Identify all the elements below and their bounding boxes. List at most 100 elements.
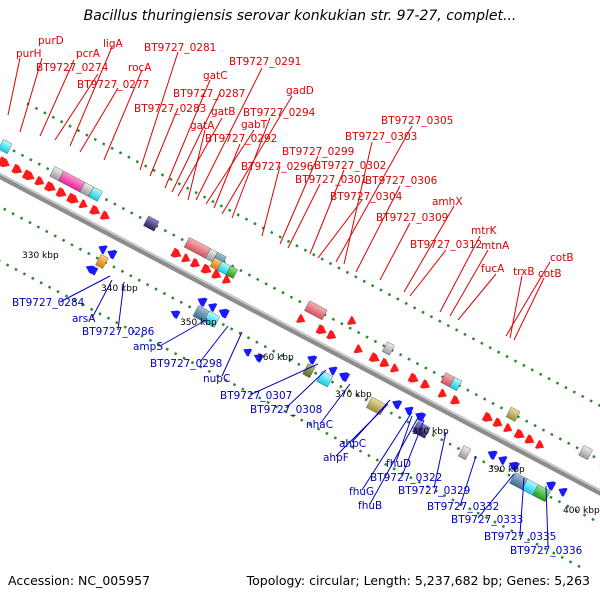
gene-label: BT9727_0335 xyxy=(484,531,556,543)
gene-label: ligA xyxy=(103,38,123,50)
forward-gene-arrow xyxy=(347,315,357,325)
tick-mark xyxy=(518,533,522,538)
tick-mark xyxy=(442,493,447,498)
tick-mark xyxy=(43,111,47,115)
tick-mark xyxy=(328,261,333,266)
tick-mark xyxy=(490,464,494,468)
tick-mark xyxy=(270,230,274,235)
tick-mark xyxy=(482,460,486,464)
tick-mark xyxy=(488,346,492,350)
tick-mark xyxy=(152,168,156,173)
tick-mark xyxy=(375,458,380,462)
tick-mark xyxy=(456,446,461,451)
tick-mark xyxy=(232,383,237,387)
tick-mark xyxy=(474,392,478,397)
tick-mark xyxy=(358,449,363,453)
tick-mark xyxy=(263,344,267,349)
forward-gene-box xyxy=(88,186,103,202)
forward-gene-arrow xyxy=(326,329,337,340)
tick-mark xyxy=(160,173,165,177)
scale-label: 380 kbp xyxy=(412,427,449,437)
tick-mark xyxy=(496,350,501,354)
gene-label: pcrA xyxy=(76,48,101,60)
tick-mark xyxy=(434,489,438,493)
tick-mark xyxy=(356,330,361,335)
tick-mark xyxy=(130,211,134,215)
gene-label: cotB xyxy=(550,252,574,264)
tick-mark xyxy=(56,289,60,294)
tick-mark xyxy=(550,432,554,437)
tick-mark xyxy=(295,244,299,248)
reverse-gene-arrow xyxy=(328,366,338,376)
tick-mark xyxy=(286,239,291,244)
gene-label: rocA xyxy=(128,62,152,74)
forward-label-leaders xyxy=(7,46,551,341)
tick-mark xyxy=(320,257,324,261)
reverse-gene-arrow xyxy=(392,400,403,410)
gene-label: gatA xyxy=(190,120,215,132)
tick-mark xyxy=(476,511,480,515)
forward-gene-arrow xyxy=(221,274,231,284)
tick-mark xyxy=(14,267,18,272)
gene-label: amhX xyxy=(432,196,463,208)
gene-label: fhuG xyxy=(349,486,374,498)
tick-mark xyxy=(148,338,153,343)
tick-mark xyxy=(98,312,102,316)
tick-mark xyxy=(333,436,338,440)
forward-gene-arrow xyxy=(450,395,461,405)
reverse-gene-arrow xyxy=(197,297,208,307)
scale-labels: 330 kbp 340 kbp 350 kbp 360 kbp 370 kbp … xyxy=(22,251,600,516)
tick-mark xyxy=(424,366,428,370)
tick-mark xyxy=(350,445,354,449)
forward-gene-arrow xyxy=(181,253,191,263)
tick-mark xyxy=(229,327,234,331)
tick-mark xyxy=(129,274,133,278)
gene-label: BT9727_0298 xyxy=(150,358,222,370)
tick-mark xyxy=(118,151,123,155)
tick-mark xyxy=(365,335,369,339)
tick-mark xyxy=(367,453,371,458)
reverse-gene-arrow xyxy=(253,354,264,363)
tick-mark xyxy=(406,420,410,424)
forward-gene-arrow xyxy=(211,269,222,279)
gene-label: BT9727_0301 xyxy=(295,174,367,186)
tick-mark xyxy=(264,282,268,286)
tick-mark xyxy=(580,394,585,399)
forward-gene-box xyxy=(0,139,13,155)
forward-gene-arrow xyxy=(0,156,10,168)
tick-mark xyxy=(247,273,252,277)
tick-mark xyxy=(37,162,41,166)
gene-label: BT9727_0274 xyxy=(36,62,109,74)
forward-gene-box xyxy=(225,265,239,279)
gene-label: BT9727_0304 xyxy=(330,191,403,203)
tick-mark xyxy=(34,106,39,111)
reverse-gene-arrow xyxy=(546,481,557,491)
tick-mark xyxy=(347,389,351,393)
gene-label: fhuB xyxy=(358,500,382,512)
tick-mark xyxy=(348,326,352,330)
scale-label: 370 kbp xyxy=(335,390,372,400)
tick-mark xyxy=(589,399,593,403)
reverse-gene-arrow xyxy=(243,348,253,357)
forward-gene-arrow xyxy=(315,324,327,335)
tick-mark xyxy=(137,278,141,282)
tick-mark xyxy=(448,442,452,446)
forward-gene-arrow xyxy=(353,344,363,354)
gene-label: ahpC xyxy=(339,438,366,450)
forward-gene-arrow xyxy=(368,352,380,363)
gene-label: BT9727_0294 xyxy=(243,107,316,119)
gene-label: purD xyxy=(38,35,64,47)
tick-mark xyxy=(73,298,77,303)
gene-label: gadD xyxy=(286,85,314,97)
gene-label: BT9727_0307 xyxy=(220,390,292,402)
tick-mark xyxy=(255,340,259,344)
tick-mark xyxy=(169,177,173,182)
tick-mark xyxy=(239,268,243,273)
tick-mark xyxy=(106,316,111,320)
tick-mark xyxy=(112,265,116,269)
tick-mark xyxy=(36,225,41,229)
forward-gene-box xyxy=(304,300,328,321)
forward-gene-arrow xyxy=(389,363,400,373)
tick-mark xyxy=(249,391,253,396)
tick-mark xyxy=(392,467,396,471)
